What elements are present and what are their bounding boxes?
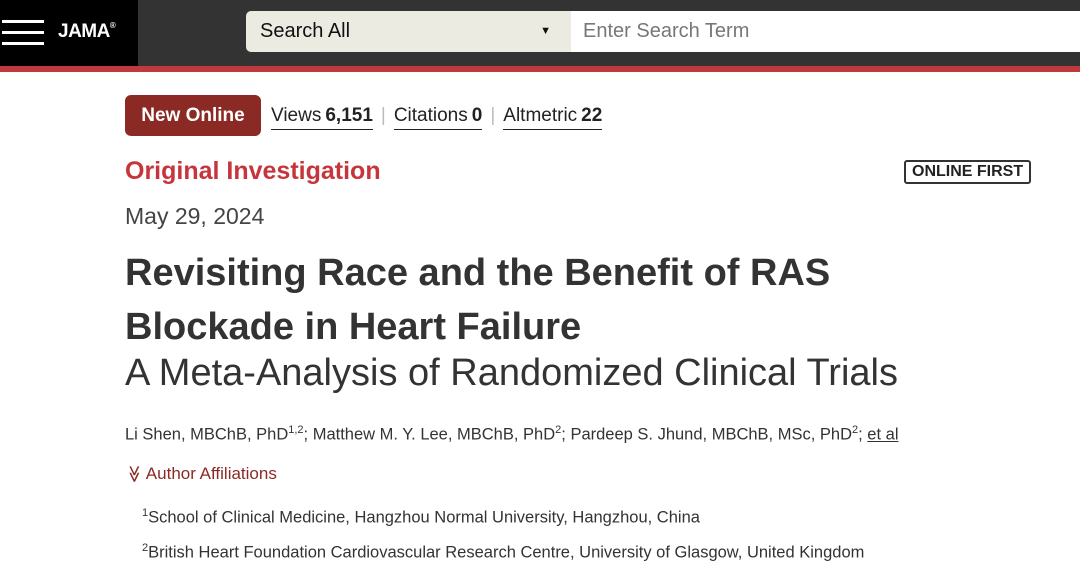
affiliation-item: 2British Heart Foundation Cardiovascular… bbox=[142, 542, 864, 563]
jama-logo[interactable]: JAMA® bbox=[58, 21, 116, 43]
toggle-label: Author Affiliations bbox=[145, 464, 277, 483]
metric-value: 0 bbox=[471, 105, 483, 126]
affiliation-item: 1School of Clinical Medicine, Hangzhou N… bbox=[142, 507, 700, 528]
search-scope-select[interactable]: Search All ▼ bbox=[246, 11, 571, 52]
separator: | bbox=[380, 105, 386, 126]
affiliation-ref: 1,2 bbox=[288, 424, 304, 436]
publication-date: May 29, 2024 bbox=[125, 203, 265, 229]
author-name[interactable]: Pardeep S. Jhund, MBChB, MSc, PhD bbox=[570, 425, 852, 444]
registered-mark: ® bbox=[109, 21, 116, 30]
views-metric[interactable]: Views 6,151 bbox=[271, 105, 373, 130]
affiliation-text: School of Clinical Medicine, Hangzhou No… bbox=[148, 508, 700, 527]
logo-text: JAMA bbox=[58, 21, 110, 42]
article-category: Original Investigation bbox=[125, 157, 381, 185]
author-list: Li Shen, MBChB, PhD1,2; Matthew M. Y. Le… bbox=[125, 424, 899, 444]
metric-label: Views bbox=[271, 105, 322, 126]
affiliation-ref: 2 bbox=[852, 424, 859, 436]
affiliation-text: British Heart Foundation Cardiovascular … bbox=[148, 543, 865, 562]
online-first-badge: ONLINE FIRST bbox=[904, 160, 1032, 184]
double-chevron-down-icon: ≫ bbox=[124, 465, 144, 483]
author-affiliations-toggle[interactable]: ≫ Author Affiliations bbox=[125, 464, 277, 484]
article-metrics: Views 6,151 | Citations 0 | Altmetric 22 bbox=[271, 105, 603, 130]
author-name[interactable]: Li Shen, MBChB, PhD bbox=[125, 425, 289, 444]
brand-divider bbox=[0, 66, 1080, 72]
menu-icon[interactable] bbox=[2, 20, 44, 46]
search-input[interactable] bbox=[571, 11, 1080, 52]
top-navigation-bar: JAMA® Search All ▼ bbox=[0, 0, 1080, 66]
et-al-link[interactable]: et al bbox=[867, 425, 899, 444]
metric-value: 22 bbox=[581, 105, 603, 126]
metric-label: Citations bbox=[393, 105, 468, 126]
search-scope-label: Search All bbox=[260, 20, 351, 42]
logo-block: JAMA® bbox=[0, 0, 138, 66]
affiliation-number: 2 bbox=[142, 542, 149, 554]
affiliation-number: 1 bbox=[142, 507, 149, 519]
metric-value: 6,151 bbox=[325, 105, 373, 126]
new-online-badge: New Online bbox=[125, 95, 261, 136]
altmetric-metric[interactable]: Altmetric 22 bbox=[503, 105, 603, 130]
article-subtitle: A Meta-Analysis of Randomized Clinical T… bbox=[125, 352, 898, 394]
caret-down-icon: ▼ bbox=[540, 25, 551, 37]
citations-metric[interactable]: Citations 0 bbox=[393, 105, 483, 130]
metric-label: Altmetric bbox=[503, 105, 578, 126]
affiliation-ref: 2 bbox=[555, 424, 562, 436]
separator: | bbox=[490, 105, 496, 126]
author-name[interactable]: Matthew M. Y. Lee, MBChB, PhD bbox=[312, 425, 556, 444]
article-title: Revisiting Race and the Benefit of RAS B… bbox=[125, 252, 831, 348]
